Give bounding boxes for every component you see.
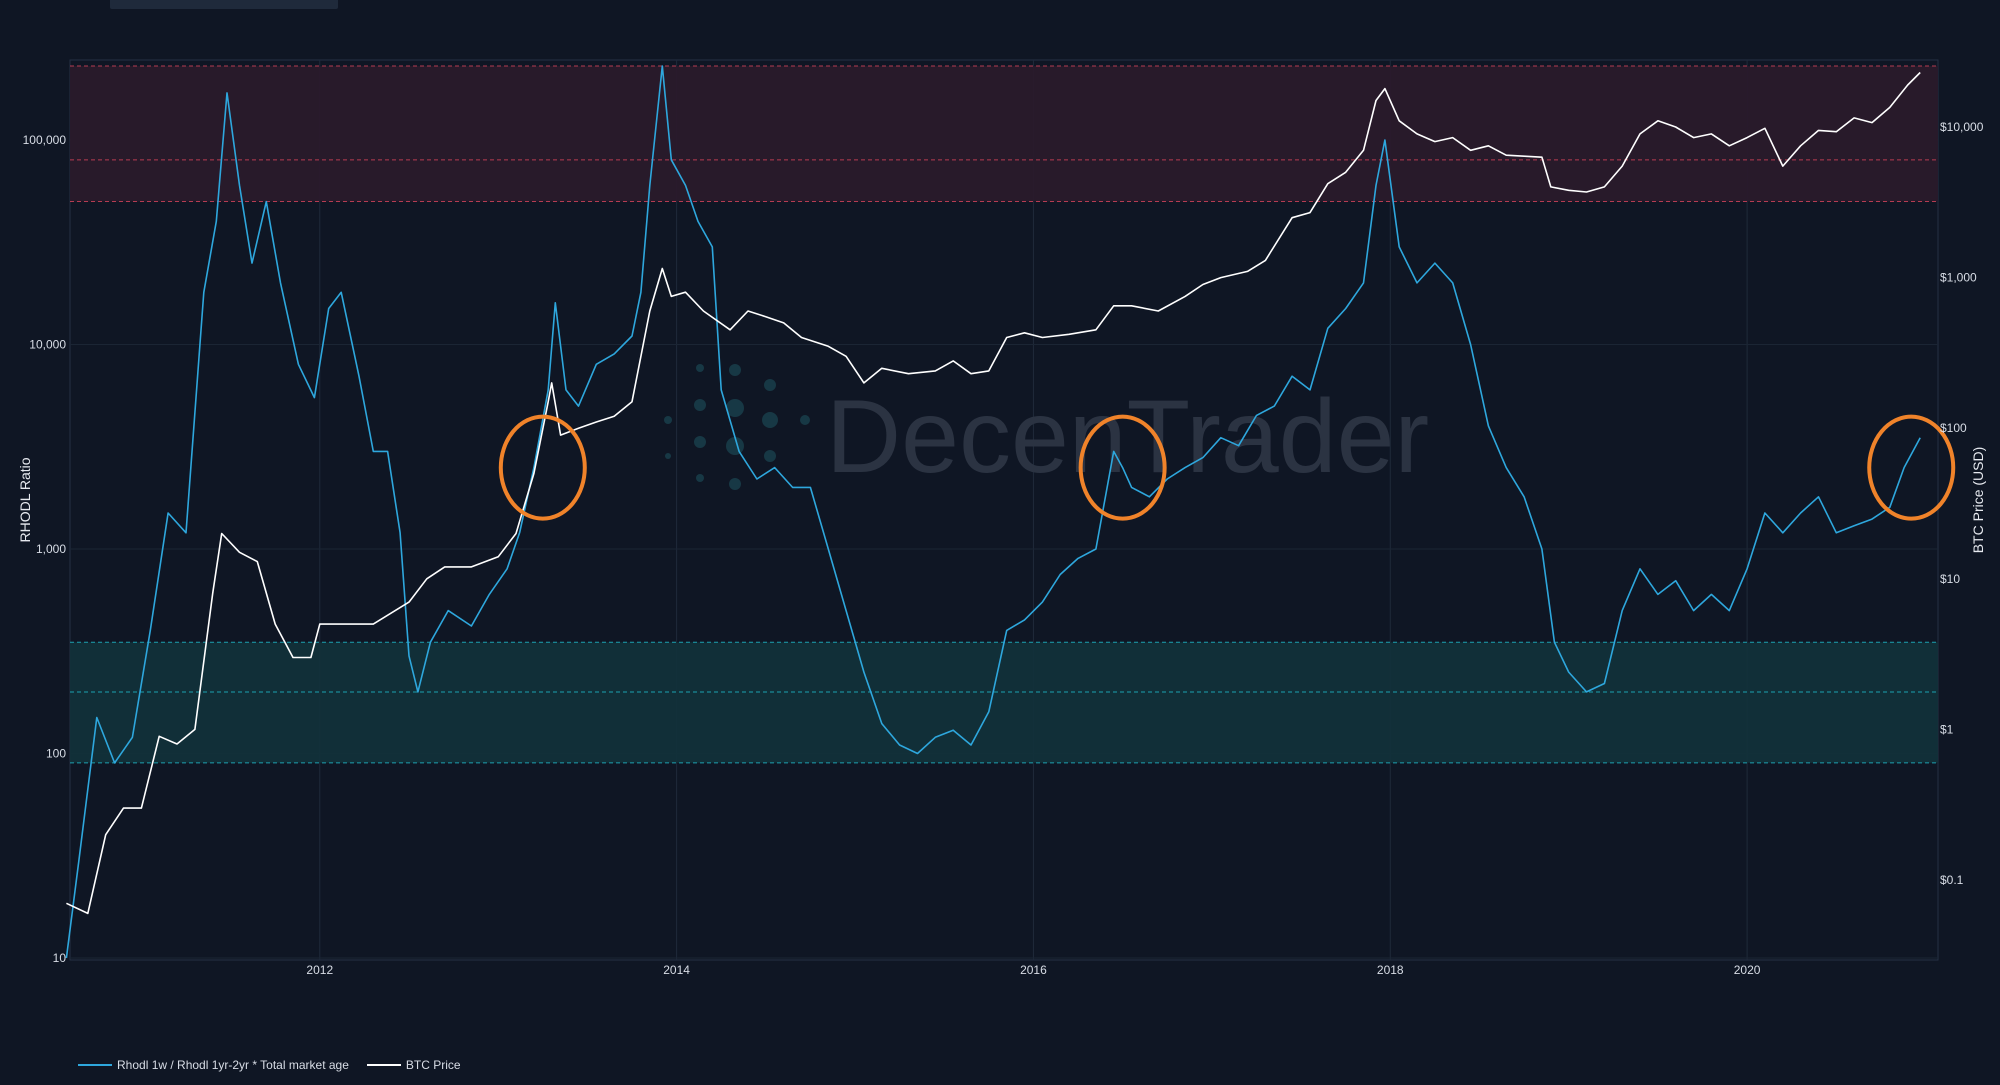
watermark-dot	[800, 415, 810, 425]
watermark-dot	[696, 364, 704, 372]
right-tick-label: $100	[1940, 421, 1967, 435]
band-top	[70, 66, 1938, 202]
left-axis-title: RHODL Ratio	[17, 457, 33, 542]
watermark: DecenTrader	[664, 364, 1429, 495]
watermark-dot	[729, 478, 741, 490]
highlight-circle	[498, 414, 587, 521]
highlight-circle	[1078, 414, 1167, 521]
watermark-dot	[729, 364, 741, 376]
watermark-dot	[696, 474, 704, 482]
watermark-dot	[762, 412, 778, 428]
series-rhodl-line	[65, 65, 1921, 959]
legend-item-btc-price[interactable]: BTC Price	[366, 1058, 461, 1072]
x-tick-label: 2018	[1377, 963, 1404, 977]
left-tick-label: 10	[53, 951, 67, 965]
series-btc-price-line	[66, 71, 1921, 915]
right-tick-label: $0.1	[1940, 873, 1964, 887]
right-axis-title: BTC Price (USD)	[1970, 447, 1986, 554]
watermark-dot	[726, 399, 744, 417]
right-tick-label: $10	[1940, 572, 1960, 586]
watermark-dot	[694, 436, 706, 448]
x-tick-label: 2020	[1734, 963, 1761, 977]
right-tick-label: $10,000	[1940, 120, 1984, 134]
left-tick-label: 100	[46, 747, 66, 761]
bands-group	[70, 65, 1938, 764]
legend: Rhodl 1w / Rhodl 1yr-2yr * Total market …	[78, 1058, 473, 1072]
legend-label-rhodl: Rhodl 1w / Rhodl 1yr-2yr * Total market …	[117, 1058, 349, 1072]
right-tick-label: $1,000	[1940, 271, 1977, 285]
watermark-dot	[764, 450, 776, 462]
rhodl-chart: DecenTrader 2012 2014 2016 2018 2020 10 100 1,0…	[17, 59, 1986, 977]
legend-swatch-btc-price	[366, 1064, 401, 1066]
highlight-circle	[1867, 414, 1956, 521]
legend-label-btc-price: BTC Price	[405, 1058, 461, 1072]
watermark-dot	[664, 416, 672, 424]
watermark-dot	[694, 399, 706, 411]
band-bottom	[70, 642, 1938, 763]
watermark-text: DecenTrader	[826, 379, 1429, 495]
x-tick-label: 2014	[663, 963, 690, 977]
left-tick-label: 10,000	[29, 338, 66, 352]
left-tick-label: 1,000	[36, 542, 66, 556]
watermark-dot	[764, 379, 776, 391]
x-tick-label: 2012	[306, 963, 333, 977]
right-tick-label: $1	[1940, 722, 1954, 736]
plot-frame	[69, 59, 1939, 961]
x-tick-label: 2016	[1020, 963, 1047, 977]
legend-item-rhodl[interactable]: Rhodl 1w / Rhodl 1yr-2yr * Total market …	[78, 1058, 349, 1072]
series-group	[65, 65, 1921, 959]
top-toolbar-fragment	[110, 0, 338, 9]
watermark-dot	[665, 453, 671, 459]
highlight-circles	[498, 414, 1956, 521]
tick-labels: 2012 2014 2016 2018 2020 10 100 1,000 10,000 100,…	[23, 120, 1984, 977]
legend-swatch-rhodl	[78, 1064, 112, 1066]
left-tick-label: 100,000	[23, 133, 67, 147]
